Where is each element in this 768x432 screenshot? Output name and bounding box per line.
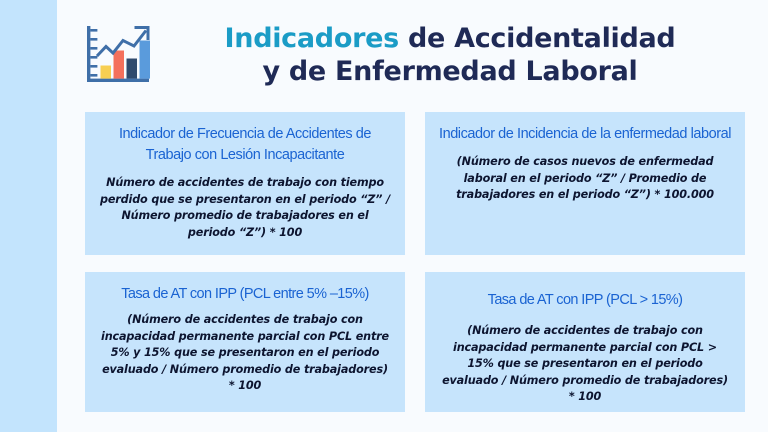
indicator-card-tasa-at-ipp-5-15: Tasa de AT con IPP (PCL entre 5% –15%) (… (85, 272, 405, 412)
title-line-1-rest: de Accidentalidad (398, 23, 676, 54)
indicator-cards-grid: Indicador de Frecuencia de Accidentes de… (85, 112, 745, 412)
indicator-card-incidencia-enfermedad-laboral: Indicador de Incidencia de la enfermedad… (425, 112, 745, 255)
card-title: Indicador de Frecuencia de Accidentes de… (118, 126, 372, 163)
title-line-2: y de Enfermedad Laboral (262, 56, 638, 87)
card-title: Tasa de AT con IPP (PCL entre 5% –15%) (121, 286, 369, 302)
card-title: Indicador de Incidencia de la enfermedad… (439, 126, 731, 142)
card-formula: (Número de accidentes de trabajo con inc… (101, 313, 389, 393)
indicator-card-tasa-at-ipp-mayor-15: Tasa de AT con IPP (PCL > 15%) (Número d… (425, 272, 745, 412)
slide-header: Indicadores de Accidentalidad y de Enfer… (70, 10, 760, 100)
title-line-1: Indicadores de Accidentalidad (162, 22, 738, 55)
title-accent-word: Indicadores (224, 23, 400, 54)
indicator-card-frecuencia-accidentes: Indicador de Frecuencia de Accidentes de… (85, 112, 405, 255)
bar-chart-growth-icon (87, 26, 150, 82)
card-title: Tasa de AT con IPP (PCL > 15%) (487, 292, 683, 308)
page-title: Indicadores de Accidentalidad y de Enfer… (162, 22, 760, 88)
left-decorative-band (0, 0, 57, 432)
card-formula: (Número de accidentes de trabajo con inc… (442, 324, 728, 404)
card-formula: Número de accidentes de trabajo con tiem… (99, 176, 391, 239)
card-formula: (Número de casos nuevos de enfermedad la… (456, 155, 714, 202)
